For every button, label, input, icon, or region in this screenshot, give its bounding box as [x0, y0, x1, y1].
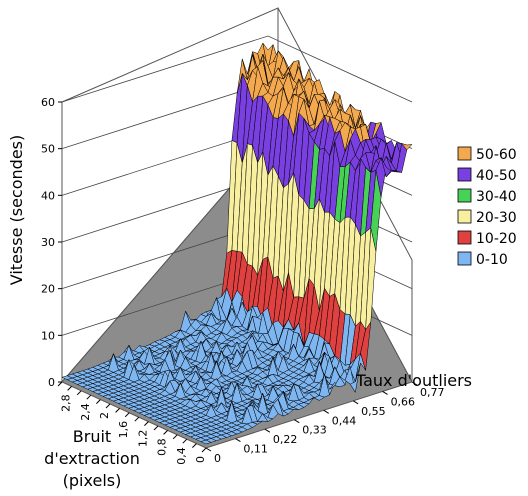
- noise-tick-mark: [67, 386, 72, 391]
- surface-cell: [401, 143, 413, 151]
- noise-tick-mark: [182, 438, 188, 444]
- legend-swatch: [457, 146, 472, 161]
- legend-swatch: [457, 167, 472, 182]
- noise-tick-mark: [76, 390, 82, 396]
- noise-tick-mark: [124, 412, 130, 418]
- noise-tick-label: 2: [98, 412, 111, 419]
- legend-swatch: [457, 209, 472, 224]
- outlier-tick-mark: [205, 447, 212, 452]
- legend-swatch: [457, 251, 472, 266]
- z-tick-label: 10: [41, 329, 55, 342]
- noise-tick-mark: [144, 421, 149, 426]
- z-tick-label: 20: [41, 283, 55, 296]
- noise-tick-mark: [192, 443, 197, 448]
- outlier-tick-label: 0,66: [391, 395, 416, 408]
- outlier-tick-mark: [294, 419, 300, 424]
- z-tick-label: 40: [41, 189, 55, 202]
- noise-tick-mark: [172, 434, 178, 440]
- legend-label: 10-20: [476, 231, 517, 247]
- noise-tick-label: 1,2: [136, 430, 149, 448]
- z-tick-label: 60: [41, 96, 55, 109]
- noise-tick-label: 2,8: [60, 394, 73, 412]
- outlier-tick-label: 0,11: [243, 443, 268, 456]
- legend: 50-60 40-50 30-40 20-30 10-20 0-10: [457, 146, 517, 268]
- surface-mesh: [61, 42, 413, 445]
- x-axis-label: Taux d'outliers: [355, 371, 472, 390]
- noise-tick-label: 0,4: [175, 447, 188, 465]
- legend-swatch: [457, 188, 472, 203]
- y-axis-label-line-3: (pixels): [63, 471, 122, 490]
- z-tick-label: 50: [41, 143, 55, 156]
- noise-tick-label: 0,8: [156, 438, 169, 456]
- outlier-tick-label: 0,77: [420, 386, 445, 399]
- noise-tick-mark: [163, 430, 168, 435]
- legend-label: 50-60: [476, 147, 517, 163]
- legend-label: 30-40: [476, 189, 517, 205]
- y-axis-label-line-2: d'extraction: [44, 449, 140, 468]
- z-tick-label: 30: [41, 236, 55, 249]
- noise-tick-mark: [153, 425, 159, 431]
- outlier-tick-mark: [264, 428, 271, 433]
- outlier-tick-mark: [323, 409, 329, 414]
- y-axis-label-line-1: Bruit: [73, 427, 111, 446]
- z-tick-label: 0: [48, 376, 55, 389]
- legend-swatch: [457, 230, 472, 245]
- legend-label: 40-50: [476, 168, 517, 184]
- noise-tick-mark: [57, 381, 63, 387]
- outlier-tick-mark: [382, 390, 388, 395]
- legend-label: 0-10: [476, 252, 508, 268]
- outlier-tick-label: 0,44: [332, 414, 357, 427]
- noise-tick-mark: [115, 408, 120, 413]
- outlier-tick-label: 0,55: [361, 405, 386, 418]
- noise-tick-mark: [201, 447, 207, 453]
- outlier-tick-mark: [411, 381, 418, 386]
- noise-axis: 0 0,4 0,8 1,2 1,6 2 2,4 2,8: [57, 381, 207, 465]
- noise-tick-label: 1,6: [117, 421, 130, 439]
- noise-tick-label: 2,4: [79, 403, 92, 421]
- noise-tick-label: 0: [194, 456, 207, 463]
- noise-tick-mark: [134, 416, 140, 422]
- legend-label: 20-30: [476, 210, 517, 226]
- outlier-tick-mark: [352, 400, 359, 405]
- outlier-tick-label: 0: [214, 452, 221, 465]
- outlier-tick-mark: [235, 438, 241, 443]
- noise-tick-mark: [86, 394, 92, 400]
- outlier-tick-label: 0,22: [273, 433, 298, 446]
- outlier-tick-label: 0,33: [302, 424, 327, 437]
- outlier-axis: 0 0,11 0,22 0,33 0,44 0,55 0,66 0,77: [205, 381, 445, 465]
- noise-tick-mark: [96, 399, 101, 404]
- noise-tick-mark: [105, 403, 111, 409]
- z-axis-label: Vitesse (secondes): [7, 135, 26, 285]
- gridline-60: [61, 35, 413, 103]
- z-axis: 0 10 20 30 40 50 60: [41, 96, 62, 389]
